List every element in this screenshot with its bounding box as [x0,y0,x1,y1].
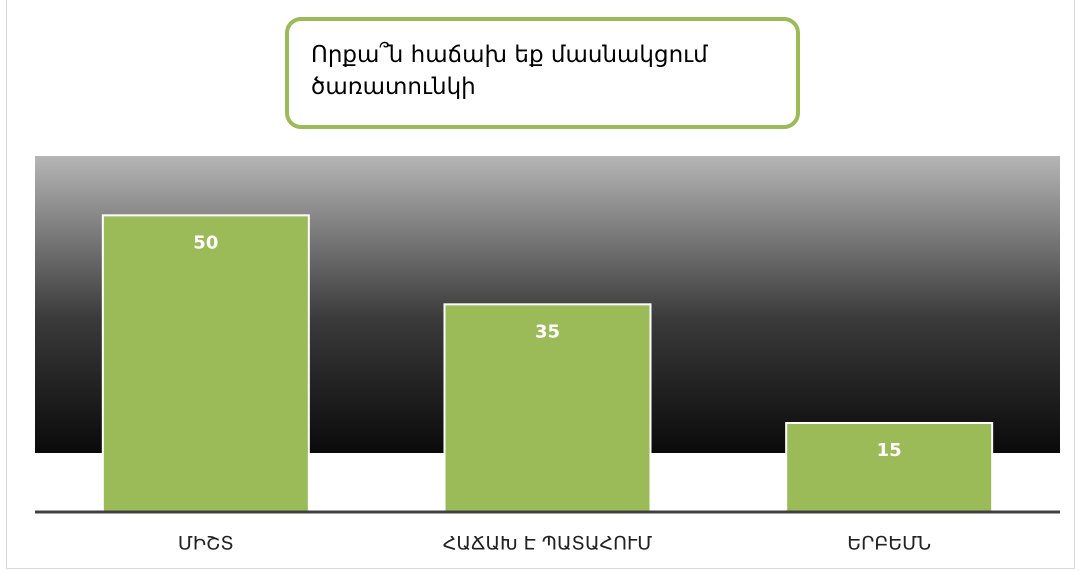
frame [6,0,1075,569]
title-box: Որքա՞ն հաճախ եք մասնակցում ծառատունկի [285,17,800,129]
data-label: 15 [877,440,902,461]
x-tick-label: ՀԱՃԱԽ Է ՊԱՏԱՀՈՒՄ [443,533,653,555]
chart-title: Որքա՞ն հաճախ եք մասնակցում ծառատունկի [311,42,708,100]
bar [101,214,310,513]
x-tick-label: ՄԻՇՏ [178,533,234,555]
bar [785,422,994,513]
x-tick-label: ԵՐԲԵՄՆ [847,533,931,555]
data-label: 50 [193,232,218,253]
data-label: 35 [535,321,560,342]
